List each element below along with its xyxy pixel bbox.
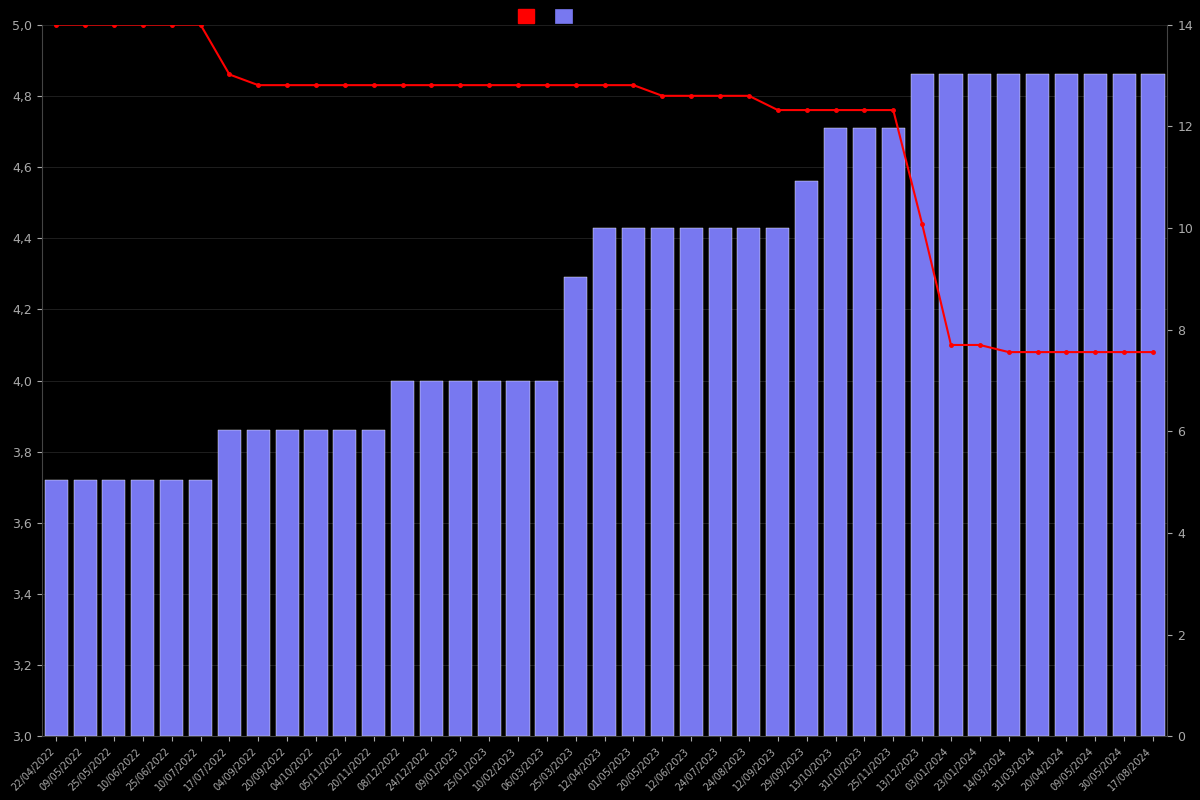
Bar (1026, 74, 1049, 737)
Bar (650, 227, 674, 737)
Bar (622, 227, 646, 737)
Bar (593, 227, 616, 737)
Bar (506, 381, 529, 737)
Bar (1141, 74, 1164, 737)
Bar (1112, 74, 1135, 737)
Legend: , : , (512, 3, 584, 29)
Bar (737, 227, 761, 737)
Bar (160, 480, 184, 737)
Bar (305, 430, 328, 737)
Bar (679, 227, 703, 737)
Bar (767, 227, 790, 737)
Bar (911, 74, 934, 737)
Bar (218, 430, 241, 737)
Bar (564, 278, 587, 737)
Bar (44, 480, 67, 737)
Bar (968, 74, 991, 737)
Bar (449, 381, 472, 737)
Bar (940, 74, 962, 737)
Bar (1084, 74, 1106, 737)
Bar (391, 381, 414, 737)
Bar (276, 430, 299, 737)
Bar (420, 381, 443, 737)
Bar (824, 128, 847, 737)
Bar (882, 128, 905, 737)
Bar (708, 227, 732, 737)
Bar (362, 430, 385, 737)
Bar (334, 430, 356, 737)
Bar (102, 480, 126, 737)
Bar (853, 128, 876, 737)
Bar (478, 381, 500, 737)
Bar (997, 74, 1020, 737)
Bar (796, 182, 818, 737)
Bar (73, 480, 97, 737)
Bar (131, 480, 155, 737)
Bar (247, 430, 270, 737)
Bar (188, 480, 212, 737)
Bar (535, 381, 558, 737)
Bar (1055, 74, 1078, 737)
